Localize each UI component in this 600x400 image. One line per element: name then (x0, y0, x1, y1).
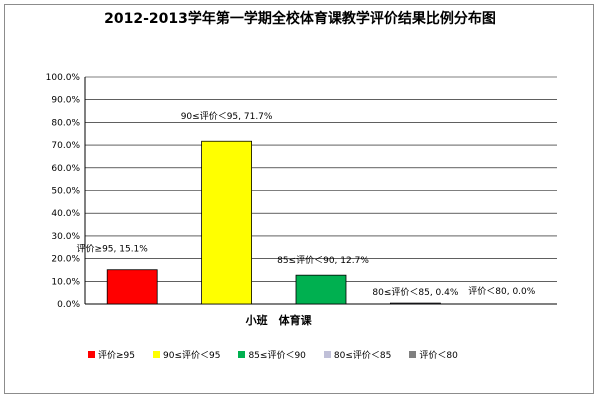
legend-label: 85≤评价＜90 (248, 350, 306, 361)
y-tick-label: 50.0% (51, 187, 80, 197)
data-label: 80≤评价＜85, 0.4% (372, 287, 458, 298)
y-tick-label: 70.0% (51, 141, 80, 151)
y-tick-label: 30.0% (51, 232, 80, 242)
legend-item: 评价≥95 (88, 348, 135, 361)
legend-item: 90≤评价＜95 (153, 348, 220, 361)
chart-title: 2012-2013学年第一学期全校体育课教学评价结果比例分布图 (104, 11, 496, 27)
bar (201, 140, 253, 305)
y-tick-label: 90.0% (51, 96, 80, 106)
x-category-label: 小班 体育课 (245, 313, 313, 327)
legend-label: 评价≥95 (98, 350, 135, 361)
y-tick-label: 10.0% (51, 277, 80, 287)
chart-legend: 评价≥95 90≤评价＜95 85≤评价＜90 80≤评价＜85 评价＜80 (88, 347, 558, 361)
legend-swatch (409, 350, 417, 358)
bar (389, 302, 441, 305)
bar (295, 274, 347, 305)
legend-swatch (88, 350, 95, 358)
data-label: 90≤评价＜95, 71.7% (181, 111, 273, 122)
legend-item: 80≤评价＜85 (323, 348, 392, 361)
legend-label: 评价＜80 (419, 350, 458, 361)
y-tick-label: 20.0% (51, 255, 80, 265)
legend-swatch (238, 350, 246, 358)
y-tick-label: 80.0% (51, 118, 80, 128)
y-tick-label: 100.0% (46, 73, 81, 83)
chart-frame (4, 4, 594, 394)
bar (106, 269, 158, 305)
y-tick-label: 0.0% (57, 300, 80, 310)
legend-label: 80≤评价＜85 (333, 350, 392, 361)
y-tick-label: 60.0% (51, 164, 80, 174)
legend-swatch (323, 350, 331, 358)
data-label: 85≤评价＜90, 12.7% (277, 255, 369, 266)
legend-item: 评价＜80 (409, 348, 458, 361)
legend-label: 90≤评价＜95 (163, 350, 221, 361)
y-tick-label: 40.0% (51, 209, 80, 219)
legend-item: 85≤评价＜90 (238, 348, 306, 361)
legend-swatch (153, 350, 160, 358)
data-label: 评价＜80, 0.0% (468, 286, 535, 297)
data-label: 评价≥95, 15.1% (77, 244, 149, 255)
